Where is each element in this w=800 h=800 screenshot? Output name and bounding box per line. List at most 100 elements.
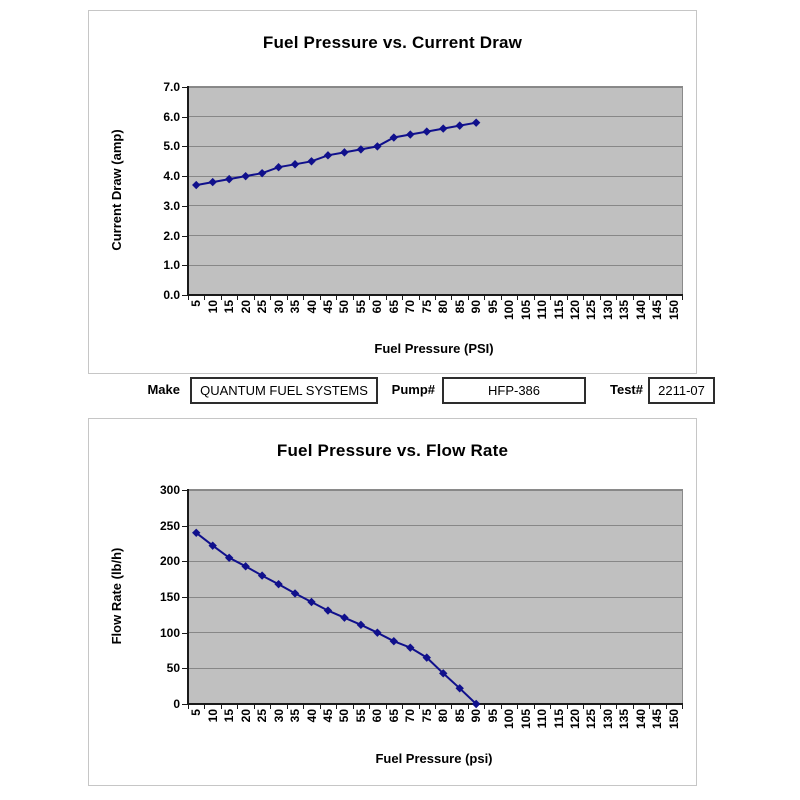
x-tick-label: 95 (485, 709, 500, 723)
x-tick-label: 150 (666, 709, 681, 730)
data-point-marker (274, 163, 283, 172)
x-tick-mark (204, 296, 206, 300)
x-tick-label: 40 (304, 709, 319, 723)
data-point-marker (323, 151, 333, 160)
x-tick-label: 105 (518, 300, 533, 321)
y-tick-mark (182, 265, 187, 267)
gridline (188, 560, 682, 562)
x-tick-mark (385, 296, 387, 300)
x-tick-label: 85 (452, 300, 467, 314)
x-tick-label: 145 (650, 709, 665, 730)
x-tick-mark (402, 705, 404, 709)
x-tick-label: 90 (469, 709, 484, 723)
pump-number-label: Pump# (391, 382, 435, 397)
x-tick-label: 15 (222, 709, 237, 723)
x-tick-label: 55 (353, 709, 368, 723)
x-tick-label: 130 (600, 300, 615, 321)
x-tick-mark (550, 296, 552, 300)
data-point-marker (208, 541, 217, 550)
data-point-marker (257, 571, 267, 580)
data-point-marker (389, 637, 399, 646)
x-tick-mark (500, 296, 502, 300)
x-tick-label: 25 (255, 709, 270, 723)
y-tick-label: 0.0 (163, 288, 180, 302)
x-tick-label: 100 (502, 709, 517, 730)
x-tick-label: 80 (436, 300, 451, 314)
y-tick-label: 6.0 (163, 109, 180, 124)
x-tick-label: 35 (288, 300, 303, 314)
y-tick-label: 250 (159, 518, 180, 533)
x-tick-label: 65 (386, 709, 401, 723)
gridline (188, 489, 682, 491)
x-tick-label: 105 (518, 709, 533, 730)
y-axis-line (187, 489, 189, 705)
x-tick-mark (616, 705, 618, 709)
y-tick-label: 3.0 (163, 198, 180, 213)
data-point-marker (373, 628, 382, 637)
make-label: Make (147, 382, 180, 397)
data-point-marker (406, 643, 415, 652)
test-number-label: Test# (610, 382, 643, 397)
pump-number-field[interactable]: HFP-386 (442, 377, 586, 404)
y-tick-mark (182, 146, 187, 148)
plot-area (187, 86, 683, 296)
data-point-marker (422, 127, 431, 136)
x-tick-label: 140 (633, 709, 648, 730)
x-tick-label: 140 (633, 300, 648, 321)
data-point-marker (389, 133, 399, 142)
x-tick-mark (188, 705, 189, 709)
test-number-field[interactable]: 2211-07 (648, 377, 715, 404)
x-tick-label: 45 (320, 300, 335, 314)
data-point-marker (208, 177, 217, 187)
x-tick-mark (303, 296, 305, 300)
x-tick-label: 130 (600, 709, 615, 730)
x-tick-label: 55 (353, 300, 368, 314)
gridline (188, 116, 682, 118)
x-tick-mark (220, 705, 222, 709)
x-tick-label: 125 (584, 709, 599, 730)
y-tick-mark (182, 205, 187, 207)
data-point-marker (307, 157, 316, 166)
data-point-marker (439, 124, 448, 133)
x-tick-label: 30 (271, 300, 286, 314)
y-tick-label: 150 (159, 590, 180, 604)
data-series (192, 528, 481, 709)
data-point-marker (257, 168, 267, 178)
chart-title: Fuel Pressure vs. Current Draw (262, 33, 523, 52)
x-tick-mark (451, 296, 453, 300)
x-tick-mark (566, 705, 568, 709)
y-tick-label: 200 (159, 554, 180, 569)
x-tick-mark (237, 705, 239, 709)
data-point-marker (323, 606, 333, 615)
make-field[interactable]: QUANTUM FUEL SYSTEMS (190, 377, 378, 404)
data-point-marker (356, 620, 366, 630)
x-tick-label: 5 (189, 709, 204, 716)
x-tick-mark (583, 296, 585, 300)
data-point-marker (290, 589, 300, 598)
y-tick-label: 7.0 (163, 80, 180, 94)
x-tick-label: 30 (271, 709, 286, 723)
y-tick-label: 1.0 (163, 258, 180, 273)
x-tick-mark (632, 296, 634, 300)
y-tick-mark (182, 597, 187, 598)
y-tick-label: 50 (166, 661, 180, 676)
y-tick-label: 300 (159, 483, 180, 497)
x-axis-line (187, 703, 683, 705)
x-tick-mark (369, 296, 371, 300)
x-tick-mark (566, 296, 568, 300)
x-tick-mark (484, 705, 486, 709)
x-tick-label: 125 (584, 300, 599, 321)
x-tick-mark (533, 705, 535, 709)
x-tick-label: 10 (205, 709, 220, 723)
x-tick-mark (303, 705, 305, 709)
y-tick-mark (182, 235, 187, 237)
x-axis-line (187, 294, 683, 296)
y-tick-mark (182, 704, 187, 705)
x-tick-mark (352, 296, 354, 300)
x-tick-mark (319, 296, 321, 300)
data-point-marker (192, 180, 201, 190)
x-tick-label: 15 (222, 300, 237, 314)
x-tick-label: 145 (650, 300, 665, 321)
x-tick-mark (286, 705, 288, 709)
